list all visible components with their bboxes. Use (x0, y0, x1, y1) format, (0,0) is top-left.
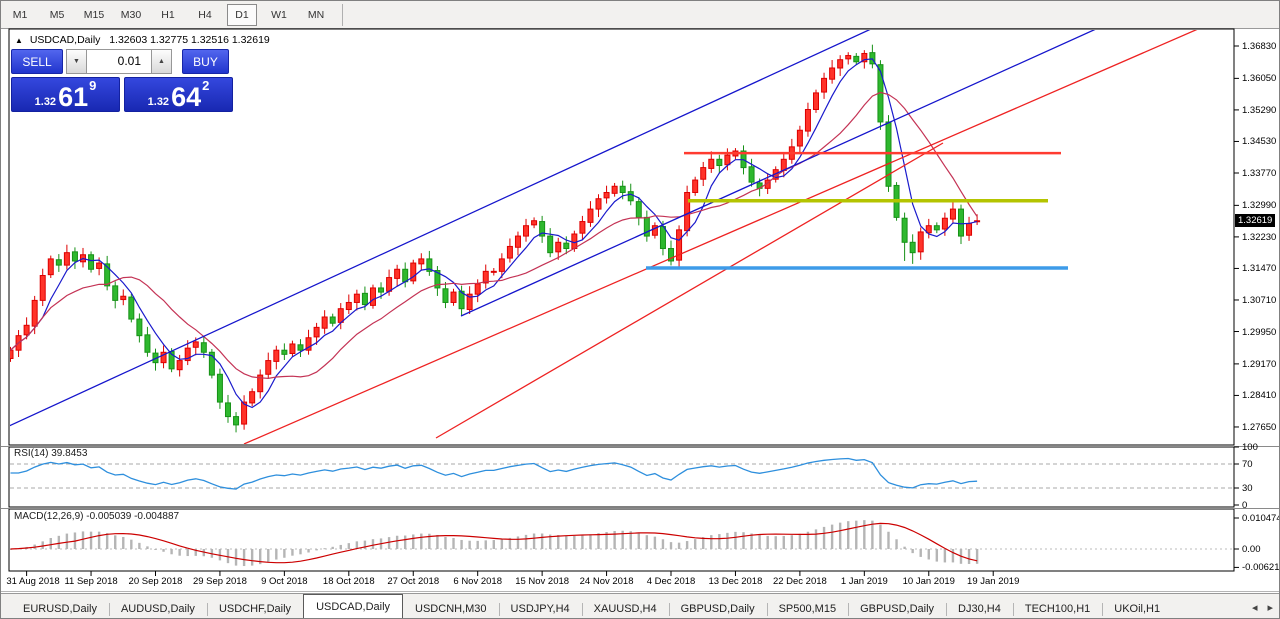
date-axis-tick: 22 Dec 2018 (772, 576, 827, 587)
rsi-axis-tick: 100 (1242, 442, 1258, 453)
chart-tab-bar: EURUSD,Daily AUDUSD,Daily USDCHF,Daily USDC… (1, 593, 1279, 618)
timeframe-button-d1[interactable]: D1 (227, 3, 257, 26)
bullish-triangle-icon: ▲ (15, 36, 23, 45)
buy-button[interactable]: BUY (182, 49, 229, 74)
date-axis-tick: 10 Jan 2019 (902, 576, 955, 587)
date-axis-tick: 18 Oct 2018 (322, 576, 375, 587)
price-axis-tick: 1.27650 (1242, 421, 1277, 433)
price-axis-tick: 1.35290 (1242, 104, 1277, 116)
chart-tab-audusd-daily[interactable]: AUDUSD,Daily (108, 599, 207, 618)
macd-axis-tick: 0.00 (1242, 544, 1261, 555)
chart-tab-usdcnh-m30[interactable]: USDCNH,M30 (415, 603, 487, 615)
date-axis-tick: 6 Nov 2018 (453, 576, 502, 587)
date-axis-tick: 24 Nov 2018 (579, 576, 634, 587)
date-axis-tick: 13 Dec 2018 (708, 576, 763, 587)
sell-price-panel[interactable]: 1.32 61 9 (11, 77, 120, 112)
rsi-axis-tick: 0 (1242, 500, 1248, 511)
date-axis-tick: 1 Jan 2019 (840, 576, 888, 587)
date-axis-tick: 4 Dec 2018 (646, 576, 696, 587)
toolbar-separator (342, 3, 343, 26)
macd-axis-tick: -0.006218 (1242, 562, 1280, 574)
date-axis-tick: 31 Aug 2018 (6, 576, 60, 587)
buy-price-base: 1.32 (147, 95, 170, 108)
tab-scroll-right-icon[interactable]: ▸ (1267, 601, 1273, 614)
chart-tab-gbpusd-daily[interactable]: GBPUSD,Daily (848, 599, 946, 618)
timeframe-button-m1[interactable]: M1 (12, 8, 28, 21)
price-axis-tick: 1.32990 (1242, 200, 1277, 212)
buy-price-big: 64 (171, 81, 202, 112)
rsi-axis-tick: 70 (1242, 459, 1253, 470)
chart-tab-usdcad-daily[interactable]: USDCAD,Daily (303, 594, 404, 618)
date-axis-tick: 19 Jan 2019 (967, 576, 1020, 587)
date-axis-tick: 15 Nov 2018 (515, 576, 570, 587)
price-axis-tick: 1.34530 (1242, 136, 1277, 148)
sell-price-pip: 9 (89, 78, 97, 93)
macd-values: -0.005039 -0.004887 (86, 511, 180, 522)
price-axis-tick: 1.30710 (1242, 294, 1277, 306)
chart-tab-tech100-h1[interactable]: TECH100,H1 (1012, 599, 1102, 618)
rsi-axis-tick: 30 (1242, 483, 1253, 494)
price-axis-tick: 1.29950 (1242, 326, 1277, 338)
rsi-label: RSI(14) 39.8453 (14, 448, 88, 459)
price-axis-tick: 1.33770 (1242, 167, 1277, 179)
chart-tab-eurusd-daily[interactable]: EURUSD,Daily (23, 603, 97, 615)
sell-button[interactable]: SELL (11, 49, 63, 74)
timeframe-toolbar: M1 M5 M15 M30 H1 H4 D1 W1 MN (1, 1, 1279, 29)
ohlc-values: 1.32603 1.32775 1.32516 1.32619 (109, 34, 270, 46)
date-axis-tick: 20 Sep 2018 (128, 576, 183, 587)
chart-tab-usdchf-daily[interactable]: USDCHF,Daily (206, 599, 303, 618)
buy-price-pip: 2 (202, 78, 210, 93)
timeframe-button-m15[interactable]: M15 (83, 8, 105, 21)
volume-input[interactable]: 0.01 (87, 49, 151, 74)
macd-axis-tick: 0.010474 (1242, 512, 1280, 524)
timeframe-button-h1[interactable]: H1 (161, 8, 175, 21)
volume-increase-button[interactable]: ▲ (151, 49, 172, 74)
chart-tab-sp500-m15[interactable]: SP500,M15 (766, 599, 848, 618)
chart-tab-dj30-h4[interactable]: DJ30,H4 (946, 599, 1013, 618)
timeframe-button-h4[interactable]: H4 (198, 8, 212, 21)
volume-decrease-button[interactable]: ▼ (66, 49, 87, 74)
tab-scroll-left-icon[interactable]: ◂ (1251, 601, 1258, 614)
price-axis-tick: 1.36050 (1242, 73, 1277, 85)
macd-label: MACD(12,26,9) -0.005039 -0.004887 (14, 511, 180, 522)
rsi-value: 39.8453 (51, 448, 88, 459)
price-axis-tick: 1.29170 (1242, 358, 1277, 370)
sell-price-base: 1.32 (34, 95, 57, 108)
timeframe-button-w1[interactable]: W1 (271, 8, 287, 21)
date-axis-tick: 29 Sep 2018 (192, 576, 247, 587)
buy-price-panel[interactable]: 1.32 64 2 (124, 77, 233, 112)
current-price-tag: 1.32619 (1235, 214, 1276, 227)
price-axis-tick: 1.36830 (1242, 41, 1277, 52)
one-click-trade-widget: SELL ▼ 0.01 ▲ BUY 1.32 61 9 1.32 64 2 (11, 49, 233, 112)
chart-tab-gbpusd-daily[interactable]: GBPUSD,Daily (668, 599, 767, 618)
symbol-label: USDCAD,Daily (29, 34, 101, 46)
chart-tab-xauusd-h4[interactable]: XAUUSD,H4 (581, 599, 669, 618)
timeframe-button-m30[interactable]: M30 (120, 8, 142, 21)
price-axis-tick: 1.28410 (1242, 390, 1277, 402)
price-axis-tick: 1.32230 (1242, 231, 1277, 243)
chart-tab-usdjpy-h4[interactable]: USDJPY,H4 (498, 599, 582, 618)
date-axis-tick: 27 Oct 2018 (387, 576, 440, 587)
price-axis-tick: 1.31470 (1242, 263, 1277, 275)
date-axis-tick: 9 Oct 2018 (261, 576, 308, 587)
chart-tab-ukoil-h1[interactable]: UKOil,H1 (1102, 599, 1172, 618)
timeframe-button-mn[interactable]: MN (307, 8, 325, 21)
timeframe-button-m5[interactable]: M5 (49, 8, 65, 21)
tab-scroll-arrows: ◂ ▸ (1251, 594, 1273, 618)
chart-symbol-header: ▲ USDCAD,Daily 1.32603 1.32775 1.32516 1… (15, 34, 270, 46)
sell-price-big: 61 (58, 81, 89, 112)
date-axis-tick: 11 Sep 2018 (64, 576, 118, 587)
